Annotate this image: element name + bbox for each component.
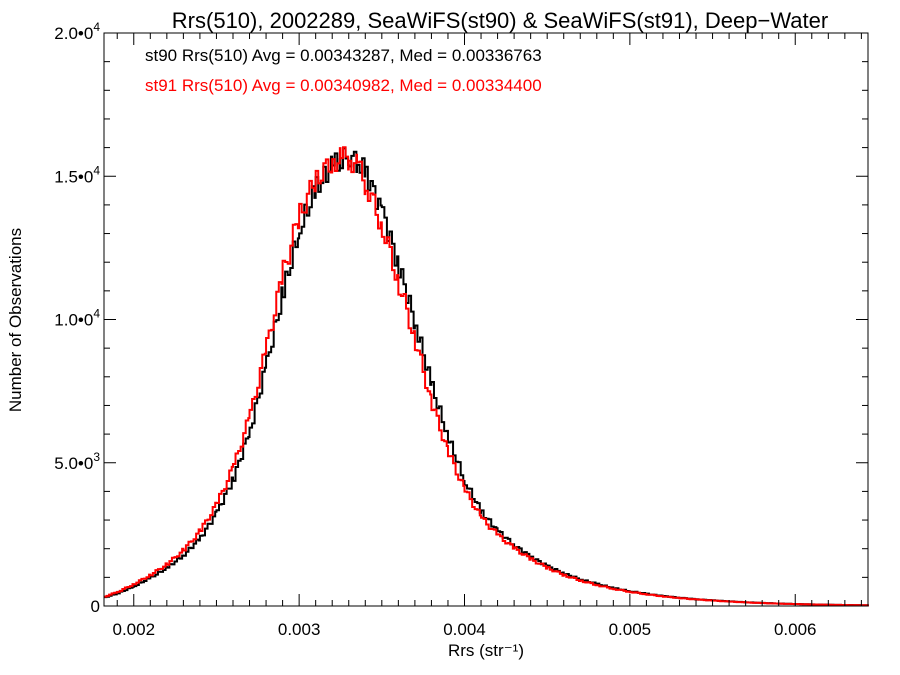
x-tick-label: 0.003 xyxy=(278,620,321,639)
x-axis: 0.002 0.003 0.004 0.005 0.006 xyxy=(112,33,862,639)
x-axis-label: Rrs (str⁻¹) xyxy=(448,641,524,660)
x-tick-label: 0.002 xyxy=(112,620,155,639)
y-axis: 0 5.0•03 1.0•04 1.5•04 2.0•04 xyxy=(54,20,868,616)
y-tick-label: 1.5•04 xyxy=(54,163,100,186)
histogram-series-st91 xyxy=(104,146,869,607)
chart-title: Rrs(510), 2002289, SeaWiFS(st90) & SeaWi… xyxy=(172,8,828,33)
x-tick-label: 0.006 xyxy=(774,620,817,639)
x-tick-label: 0.005 xyxy=(609,620,652,639)
y-axis-label: Number of Observations xyxy=(6,228,25,412)
legend-entry-st90: st90 Rrs(510) Avg = 0.00343287, Med = 0.… xyxy=(145,46,542,65)
y-tick-label: 5.0•03 xyxy=(54,450,100,473)
series-layer xyxy=(104,146,869,607)
y-tick-label: 0 xyxy=(91,597,100,616)
histogram-series-st90 xyxy=(104,147,869,607)
x-tick-label: 0.004 xyxy=(443,620,486,639)
y-tick-label: 2.0•04 xyxy=(54,20,100,43)
y-tick-label: 1.0•04 xyxy=(54,307,100,330)
legend-entry-st91: st91 Rrs(510) Avg = 0.00340982, Med = 0.… xyxy=(145,76,542,95)
